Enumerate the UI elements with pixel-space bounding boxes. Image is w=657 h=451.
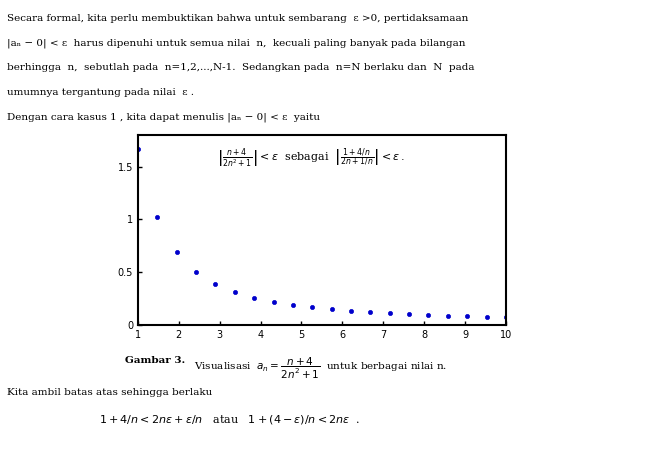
Text: Visualisasi  $a_n = \dfrac{n+4}{2n^2+1}$  untuk berbagai nilai n.: Visualisasi $a_n = \dfrac{n+4}{2n^2+1}$ …: [194, 356, 447, 382]
Text: Kita ambil batas atas sehingga berlaku: Kita ambil batas atas sehingga berlaku: [7, 388, 212, 397]
Text: |aₙ − 0| < ε  harus dipenuhi untuk semua nilai  n,  kecuali paling banyak pada b: |aₙ − 0| < ε harus dipenuhi untuk semua …: [7, 38, 465, 48]
Text: Dengan cara kasus 1 , kita dapat menulis |aₙ − 0| < ε  yaitu: Dengan cara kasus 1 , kita dapat menulis…: [7, 113, 319, 122]
Text: $\left|\frac{n+4}{2n^2+1}\right| < \varepsilon$  sebagai  $\left|\frac{1+4/n}{2n: $\left|\frac{n+4}{2n^2+1}\right| < \vare…: [217, 147, 405, 170]
Text: Gambar 3.: Gambar 3.: [125, 356, 185, 365]
Text: $1 + 4/n < 2n\varepsilon + \varepsilon /n$   atau   $1 + (4 - \varepsilon)/n < 2: $1 + 4/n < 2n\varepsilon + \varepsilon /…: [99, 413, 360, 426]
Text: Secara formal, kita perlu membuktikan bahwa untuk sembarang  ε >0, pertidaksamaa: Secara formal, kita perlu membuktikan ba…: [7, 14, 468, 23]
Text: berhingga  n,  sebutlah pada  n=1,2,...,N-1.  Sedangkan pada  n=N berlaku dan  N: berhingga n, sebutlah pada n=1,2,...,N-1…: [7, 63, 474, 72]
Text: umumnya tergantung pada nilai  ε .: umumnya tergantung pada nilai ε .: [7, 88, 194, 97]
